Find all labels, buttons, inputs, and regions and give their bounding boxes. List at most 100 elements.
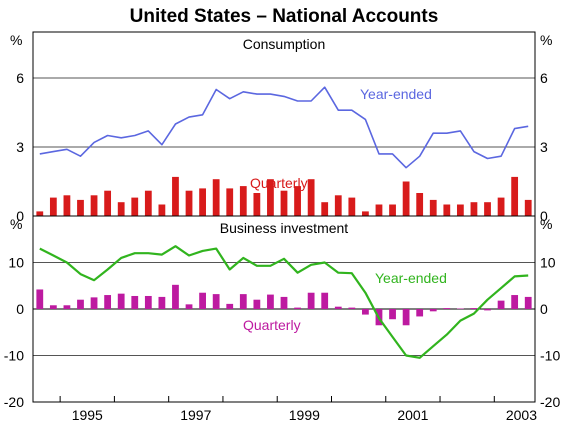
unit-right: % [540,216,552,232]
bar-1998Q3 [253,299,261,309]
bar-2000Q1 [334,306,342,309]
bar-1994Q4 [49,197,57,216]
bar-1994Q4 [49,305,57,309]
y-tick-label-right: -10 [540,348,560,364]
bar-2001Q4 [429,199,437,216]
bar-1998Q4 [267,294,274,309]
bar-1999Q4 [321,292,329,309]
bar-1995Q4 [104,190,112,216]
y-tick-label-right: 10 [540,255,556,271]
y-tick-label-left: -20 [4,394,24,410]
bar-2001Q2 [402,309,410,326]
bar-1998Q1 [226,188,234,216]
x-tick-label: 2003 [506,407,537,423]
bar-1996Q3 [144,295,152,309]
bar-2003Q3 [524,199,532,216]
bar-1996Q4 [158,296,166,309]
bar-1997Q1 [172,176,179,216]
series-line-year-ended [39,245,529,359]
bar-1999Q3 [307,179,315,216]
bar-1995Q4 [104,295,112,309]
annotation-quarterly: Quarterly [243,317,301,333]
panel-2: 10 10 0 0 -10 -10 -20 -20% % Business investment Y… [4,216,561,410]
bar-1999Q1 [280,296,288,309]
y-tick-label-right: 0 [540,208,548,224]
bar-2001Q3 [416,309,424,317]
bar-1994Q3 [36,211,44,216]
y-tick-label-left: -10 [4,348,24,364]
unit-left: % [10,32,22,48]
chart-panels: 6 63 30 0% %ConsumptionYear-endedQuarterly10… [4,32,561,410]
bar-2001Q3 [416,193,424,216]
x-tick-label: 1999 [289,407,320,423]
bar-1998Q1 [226,303,234,309]
bar-1998Q2 [239,186,247,216]
bar-2003Q2 [511,176,519,216]
bar-1994Q3 [36,289,44,309]
bar-2000Q3 [362,211,369,216]
bar-2001Q2 [402,181,410,216]
bar-1995Q1 [63,305,71,309]
bar-1997Q1 [172,284,179,309]
x-tick-label: 1997 [180,407,211,423]
bar-2000Q2 [348,307,356,309]
bar-1995Q3 [90,297,98,309]
bar-2001Q4 [429,309,437,312]
bar-1997Q2 [185,190,193,216]
panel-1: 6 6 3 3 0 0% % Consumption Year-ended Quarterly [10,32,552,224]
bar-1998Q3 [253,193,261,216]
bar-1999Q2 [294,186,301,216]
bar-1997Q3 [199,292,206,309]
bar-2002Q4 [484,309,491,311]
bar-1999Q4 [321,202,329,216]
bar-1995Q1 [63,195,71,216]
x-tick-label: 2001 [397,407,428,423]
bar-1998Q2 [239,294,247,309]
bar-1997Q4 [212,294,220,309]
panel-title: Business investment [220,220,349,236]
bar-1996Q3 [144,190,152,216]
bar-2002Q3 [470,202,478,216]
series-line-year-ended [39,86,529,169]
bar-1996Q1 [117,293,125,309]
bar-2002Q1 [443,204,451,216]
annotation-quarterly: Quarterly [250,175,308,191]
bar-2003Q1 [497,197,505,216]
annotation-year-ended: Year-ended [360,86,432,102]
bar-1996Q1 [117,202,125,216]
bar-2000Q1 [334,195,342,216]
unit-left: % [10,216,22,232]
bar-1996Q4 [158,204,166,216]
bar-1997Q3 [199,188,206,216]
bar-1995Q2 [77,199,84,216]
x-axis: 1995 1997 1999 2001 2003 [59,396,537,423]
bar-2002Q4 [484,202,491,216]
chart-title: United States – National Accounts [130,6,439,27]
y-tick-label-left: 10 [8,255,24,271]
y-tick-label-right: 6 [540,70,548,86]
annotation-year-ended: Year-ended [375,270,447,286]
bar-2001Q1 [389,309,396,320]
y-tick-label-right: -20 [540,394,560,410]
bar-2001Q1 [389,204,396,216]
bar-2000Q4 [375,204,383,216]
bar-1998Q4 [267,179,274,216]
bar-2000Q2 [348,197,356,216]
x-tick-label: 1995 [72,407,103,423]
y-tick-label-left: 3 [16,139,24,155]
bar-1996Q2 [131,197,139,216]
bar-1999Q1 [280,190,288,216]
bar-2000Q3 [362,309,369,315]
y-tick-label-right: 3 [540,139,548,155]
bar-1995Q3 [90,195,98,216]
y-tick-label-left: 6 [16,70,24,86]
y-tick-label-left: 0 [16,208,24,224]
bar-2002Q2 [456,204,464,216]
bar-1997Q4 [212,179,220,216]
bar-2003Q3 [524,296,532,309]
plot-frame [32,31,536,403]
bar-1995Q2 [77,299,84,309]
bar-2002Q3 [470,308,478,309]
unit-right: % [540,32,552,48]
